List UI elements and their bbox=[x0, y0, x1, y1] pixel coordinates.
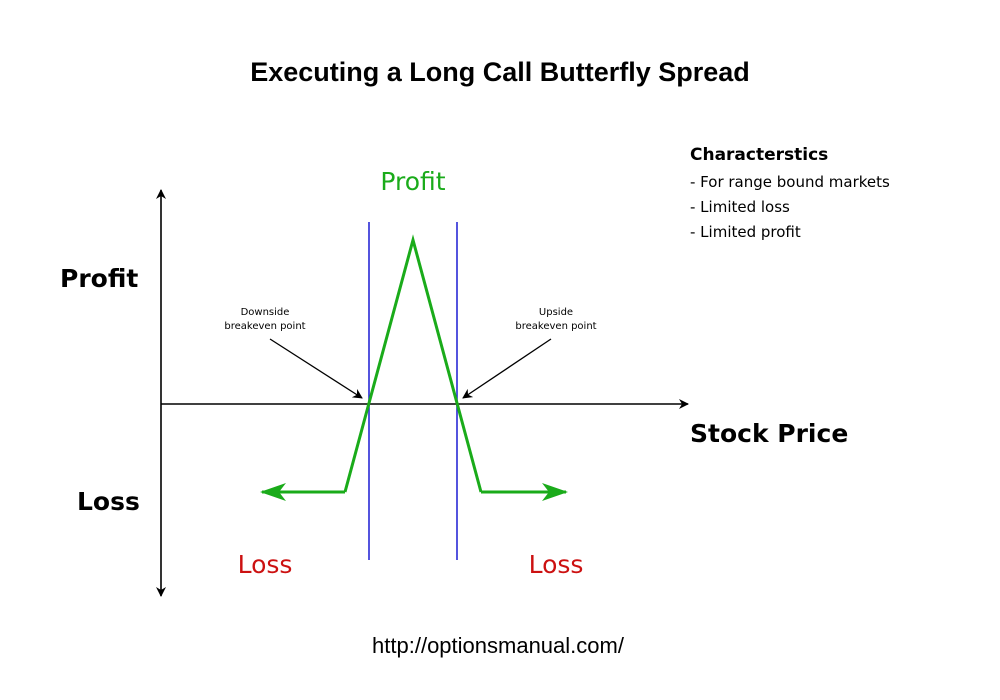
characteristics-item: - Limited profit bbox=[690, 223, 801, 241]
diagram-title: Executing a Long Call Butterfly Spread bbox=[250, 57, 750, 87]
upside-annotation-line2: breakeven point bbox=[515, 321, 596, 332]
upside-annotation-arrow bbox=[462, 338, 552, 399]
x-axis-label: Stock Price bbox=[690, 419, 848, 448]
characteristics-heading: Characterstics bbox=[690, 145, 828, 165]
upside-annotation-line1: Upside bbox=[539, 307, 573, 318]
y-axis-loss-label: Loss bbox=[77, 487, 140, 516]
characteristics-item: - Limited loss bbox=[690, 198, 790, 216]
right-loss-zone-label: Loss bbox=[529, 550, 584, 579]
payoff-line bbox=[343, 234, 483, 493]
characteristics-item: - For range bound markets bbox=[690, 173, 890, 191]
downside-annotation-line1: Downside bbox=[241, 307, 290, 318]
downside-annotation-arrow bbox=[269, 338, 363, 399]
downside-annotation-line2: breakeven point bbox=[224, 321, 305, 332]
footer-url: http://optionsmanual.com/ bbox=[372, 633, 625, 658]
left-loss-zone-label: Loss bbox=[238, 550, 293, 579]
y-axis-profit-label: Profit bbox=[60, 264, 138, 293]
profit-zone-label: Profit bbox=[380, 167, 445, 196]
